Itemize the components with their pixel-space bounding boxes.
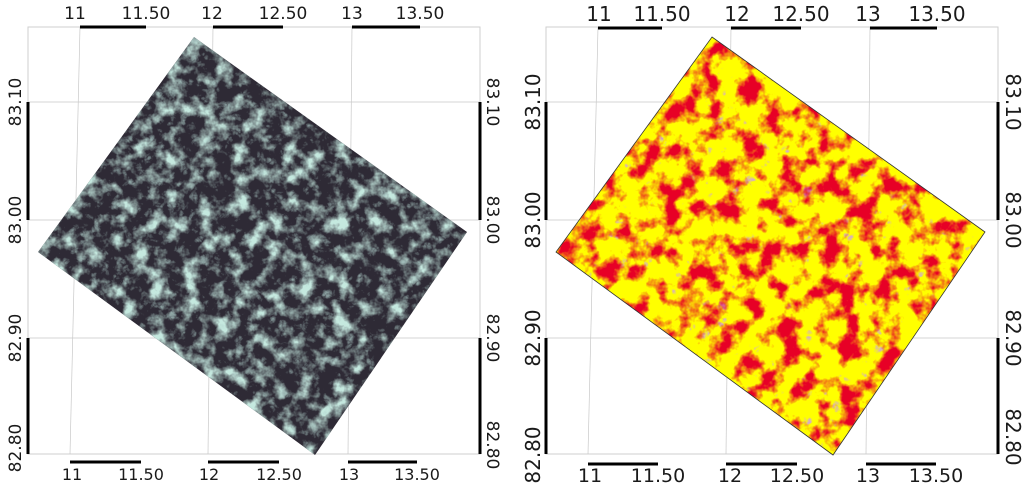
axes: 11 11.50 12 12.50 13 13.50 11 11.50 12 12.50 13 13.… (521, 2, 1024, 487)
right-tick-label: 83.00 (1001, 191, 1024, 248)
left-tick-label: 83.00 (521, 191, 545, 248)
sar-image-panel: 11 11.50 12 12.50 13 13.50 11 11.50 12 12.50 13 13.… (6, 4, 502, 484)
top-tick-label: 12 (201, 4, 223, 24)
axes: 11 11.50 12 12.50 13 13.50 11 11.50 12 12.50 13 13.… (6, 4, 502, 484)
top-tick-label: 12 (724, 2, 749, 26)
bottom-tick-label: 12 (199, 465, 219, 484)
left-tick-label: 82.90 (6, 314, 26, 363)
top-tick-label: 13 (341, 4, 363, 24)
bottom-tick-label: 13 (339, 465, 359, 484)
sar-image (38, 37, 467, 455)
right-tick-label: 82.80 (482, 421, 502, 470)
bottom-tick-label: 13.50 (909, 465, 963, 487)
bottom-tick-label: 12.50 (256, 465, 302, 484)
bottom-tick-label: 11.50 (631, 465, 685, 487)
right-tick-label: 83.10 (482, 78, 502, 127)
bottom-tick-label: 13.50 (394, 465, 440, 484)
left-tick-label: 83.00 (6, 196, 26, 245)
left-tick-label: 82.80 (6, 424, 26, 473)
top-tick-label: 11.50 (122, 4, 171, 24)
bottom-tick-label: 11 (62, 465, 82, 484)
top-tick-label: 13 (855, 2, 880, 26)
top-tick-label: 12.50 (259, 4, 308, 24)
left-tick-label: 83.10 (6, 78, 26, 127)
top-tick-label: 13.50 (396, 4, 445, 24)
right-tick-label: 83.00 (482, 196, 502, 245)
left-tick-label: 82.90 (521, 309, 545, 366)
right-tick-label: 82.90 (1001, 309, 1024, 366)
classification-panel: 11 11.50 12 12.50 13 13.50 11 11.50 12 12.50 13 13.… (521, 2, 1024, 487)
left-tick-label: 83.10 (521, 73, 545, 130)
right-tick-label: 82.80 (1001, 408, 1024, 465)
ice-classification (556, 37, 985, 455)
bottom-tick-label: 11 (578, 465, 602, 487)
top-tick-label: 13.50 (908, 2, 965, 26)
bottom-tick-label: 13 (856, 465, 880, 487)
top-tick-label: 11.50 (633, 2, 690, 26)
top-tick-label: 12.50 (772, 2, 829, 26)
bottom-tick-label: 11.50 (118, 465, 164, 484)
right-tick-label: 83.10 (1001, 73, 1024, 130)
left-tick-label: 82.80 (521, 426, 545, 483)
right-tick-label: 82.90 (482, 314, 502, 363)
top-tick-label: 11 (64, 4, 86, 24)
bottom-tick-label: 12.50 (770, 465, 824, 487)
bottom-tick-label: 12 (718, 465, 742, 487)
scene-outline (555, 36, 986, 456)
top-tick-label: 11 (586, 2, 611, 26)
